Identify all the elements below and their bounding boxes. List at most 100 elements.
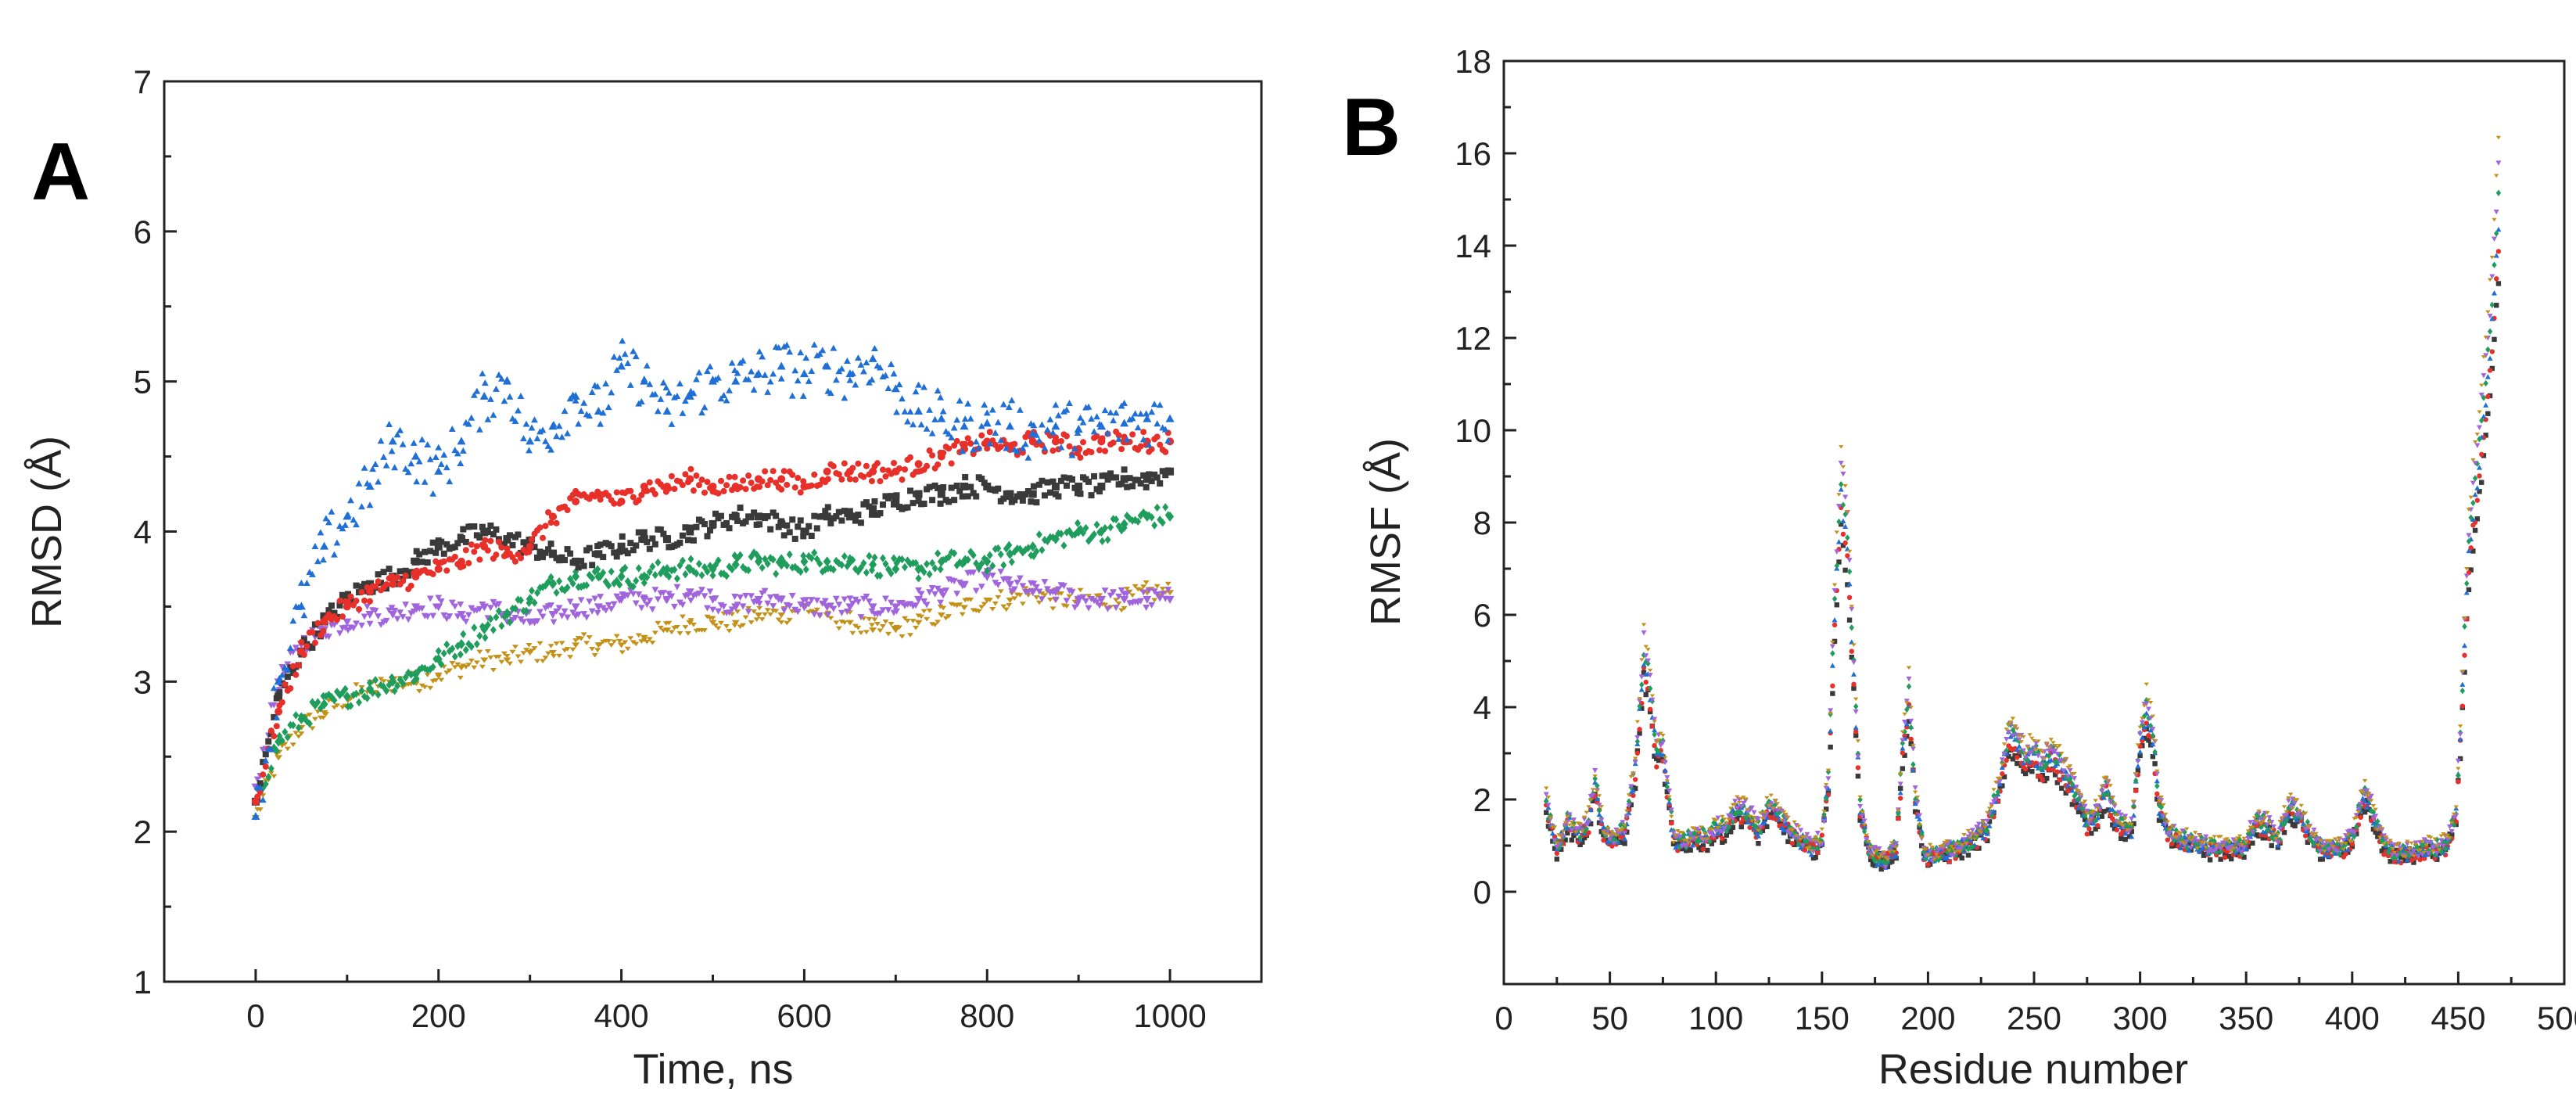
- rmsd-trajectory-point-green: [830, 565, 837, 574]
- rmsf-point-purple: [2472, 461, 2478, 466]
- rmsd-trajectory-point-red: [863, 462, 870, 469]
- rmsf-point-purple: [1891, 844, 1897, 850]
- rmsd-point-gold: [640, 634, 648, 641]
- rmsf-point-blue: [2150, 741, 2156, 747]
- rmsd-trajectory-point-green: [558, 584, 565, 594]
- rmsd-trajectory-point-red: [482, 537, 489, 544]
- rmsf-point-gold: [2141, 704, 2147, 708]
- rmsf-point-purple: [1749, 805, 1755, 811]
- rmsf-point-gold: [1882, 856, 1889, 860]
- rmsf-point-black: [2235, 852, 2241, 857]
- rmsd-trajectory-point-black: [630, 547, 637, 554]
- rmsf-point-green: [2466, 537, 2472, 545]
- rmsd-trajectory-point-blue: [1060, 408, 1067, 415]
- rmsd-trajectory-point-purple: [1019, 583, 1027, 590]
- rmsf-point-gold: [2492, 217, 2497, 222]
- rmsd-trajectory-point-black: [325, 607, 332, 614]
- rmsd-trajectory-point-gold: [907, 633, 914, 638]
- rmsd-trajectory-point-red: [630, 494, 637, 501]
- rmsd-trajectory-point-blue: [679, 409, 687, 416]
- rmsd-trajectory-point-red: [789, 471, 796, 478]
- rmsd-trajectory-point-black: [284, 674, 291, 681]
- rmsd-trajectory-point-green: [635, 564, 642, 573]
- rmsd-trajectory-point-purple: [780, 607, 788, 614]
- rmsf-point-green: [1730, 818, 1736, 825]
- rmsf-point-blue: [1652, 727, 1658, 733]
- rmsd-trajectory-point-purple: [1030, 580, 1038, 587]
- rmsf-point-green: [1544, 798, 1549, 805]
- rmsd-trajectory-point-red: [551, 513, 558, 520]
- rmsf-point-gold: [1936, 856, 1942, 860]
- rmsd-trajectory-point-black: [627, 540, 634, 547]
- rmsf-point-purple: [2491, 236, 2498, 242]
- rmsd-trajectory-point-blue: [915, 381, 922, 388]
- rmsd-trajectory-point-gold: [748, 620, 755, 625]
- rmsf-point-gold: [1989, 804, 1994, 809]
- rmsd-trajectory-point-purple: [1079, 594, 1087, 601]
- rmsd-trajectory-point-blue: [475, 426, 483, 433]
- rmsd-trajectory-point-black: [451, 544, 458, 551]
- rmsd-trajectory-point-green: [959, 559, 966, 569]
- rmsf-point-gold: [2258, 822, 2264, 826]
- rmsd-trajectory-point-green: [633, 577, 640, 585]
- rmsd-point-gold: [960, 605, 969, 611]
- rmsf-point-black: [2001, 774, 2007, 780]
- rmsd-trajectory-point-blue: [684, 392, 692, 399]
- rmsf-point-black: [1965, 853, 1971, 858]
- rmsd-trajectory-point-green: [899, 555, 906, 564]
- rmsd-trajectory-point-red: [926, 447, 933, 454]
- rmsf-point-gold: [2328, 839, 2334, 843]
- rmsd-trajectory-point-blue: [399, 440, 407, 447]
- rmsd-trajectory-point-green: [1030, 551, 1037, 560]
- rmsf-point-purple: [2194, 839, 2201, 844]
- rmsd-trajectory-point-red: [289, 663, 296, 670]
- rmsd-trajectory-point-blue: [328, 508, 335, 515]
- rmsf-point-gold: [2369, 799, 2374, 803]
- rmsf-point-black: [1588, 821, 1594, 827]
- rmsf-point-black: [2362, 810, 2368, 815]
- rmsd-trajectory-point-blue: [333, 539, 341, 546]
- rmsf-point-gold: [2233, 839, 2238, 842]
- rmsf-point-purple: [1623, 814, 1630, 820]
- rmsd-trajectory-point-black: [737, 505, 744, 512]
- rmsf-point-green: [2037, 765, 2043, 772]
- rmsf-point-green: [2441, 839, 2446, 846]
- rmsf-point-purple: [1796, 835, 1802, 841]
- rmsd-trajectory-point-gold: [424, 673, 431, 677]
- rmsf-point-black: [2082, 817, 2088, 822]
- rmsd-trajectory-point-red: [292, 671, 300, 678]
- rmsd-trajectory-point-blue: [1019, 444, 1027, 451]
- rmsf-point-purple: [2285, 798, 2291, 803]
- rmsd-trajectory-point-red: [1077, 454, 1084, 462]
- rmsd-trajectory-point-purple: [821, 598, 829, 605]
- rmsf-point-red: [2165, 837, 2171, 842]
- rmsd-trajectory-point-gold: [1019, 602, 1026, 606]
- rmsf-point-gold: [2239, 842, 2244, 847]
- rmsd-trajectory-point-purple: [577, 597, 585, 604]
- rmsd-trajectory-point-green: [572, 567, 579, 577]
- rmsf-point-gold: [1971, 838, 1978, 842]
- rmsf-point-blue: [2493, 253, 2499, 258]
- rmsd-trajectory-point-purple: [495, 601, 503, 608]
- rmsd-trajectory-point-purple: [1005, 577, 1013, 584]
- rmsd-trajectory-point-red: [902, 466, 909, 473]
- rmsd-trajectory-point-green: [863, 568, 870, 577]
- rmsd-trajectory-point-gold: [462, 665, 469, 670]
- panel-a-y-axis-title: RMSD (Å): [23, 436, 70, 628]
- rmsd-trajectory-point-green: [495, 607, 502, 616]
- rmsd-trajectory-point-black: [640, 529, 648, 536]
- rmsd-trajectory-point-blue: [371, 461, 379, 468]
- rmsf-point-purple: [1710, 834, 1717, 839]
- rmsf-point-purple: [2427, 839, 2434, 846]
- rmsf-point-green: [1832, 595, 1838, 602]
- rmsd-trajectory-point-black: [438, 538, 445, 545]
- panel-a-x-tick-label: 600: [777, 997, 831, 1034]
- rmsd-trajectory-point-black: [440, 550, 447, 557]
- rmsd-trajectory-point-green: [331, 695, 338, 705]
- rmsd-trajectory-point-blue: [956, 397, 963, 404]
- rmsf-point-black: [2449, 832, 2455, 838]
- rmsf-point-purple: [1543, 792, 1549, 797]
- rmsf-point-gold: [1891, 850, 1897, 853]
- rmsd-trajectory-point-blue: [893, 408, 900, 415]
